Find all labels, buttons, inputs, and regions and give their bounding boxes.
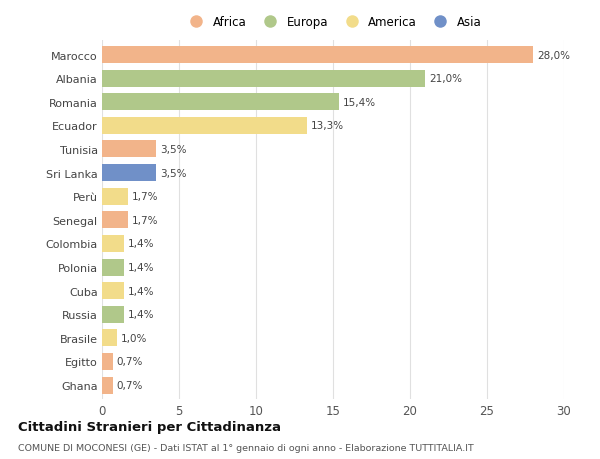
Bar [102,259,124,276]
Text: 1,4%: 1,4% [127,263,154,273]
Bar [102,188,128,205]
Text: COMUNE DI MOCONESI (GE) - Dati ISTAT al 1° gennaio di ogni anno - Elaborazione T: COMUNE DI MOCONESI (GE) - Dati ISTAT al … [18,443,474,452]
Text: 0,7%: 0,7% [116,380,143,390]
Text: 15,4%: 15,4% [343,98,376,107]
Text: 28,0%: 28,0% [537,50,570,61]
Bar [102,330,118,347]
Text: 0,7%: 0,7% [116,357,143,367]
Bar [102,165,156,182]
Bar [102,353,113,370]
Text: 1,7%: 1,7% [132,192,158,202]
Bar [102,306,124,323]
Text: 13,3%: 13,3% [311,121,344,131]
Text: 1,4%: 1,4% [127,309,154,319]
Text: 21,0%: 21,0% [429,74,462,84]
Text: Cittadini Stranieri per Cittadinanza: Cittadini Stranieri per Cittadinanza [18,420,281,433]
Text: 1,0%: 1,0% [121,333,148,343]
Bar [102,282,124,299]
Bar [102,118,307,134]
Text: 1,4%: 1,4% [127,239,154,249]
Bar [102,377,113,394]
Legend: Africa, Europa, America, Asia: Africa, Europa, America, Asia [179,11,487,34]
Text: 1,4%: 1,4% [127,286,154,296]
Text: 3,5%: 3,5% [160,168,186,178]
Bar [102,235,124,252]
Bar [102,141,156,158]
Text: 1,7%: 1,7% [132,215,158,225]
Bar [102,71,425,88]
Bar [102,212,128,229]
Text: 3,5%: 3,5% [160,145,186,155]
Bar [102,47,533,64]
Bar [102,94,339,111]
